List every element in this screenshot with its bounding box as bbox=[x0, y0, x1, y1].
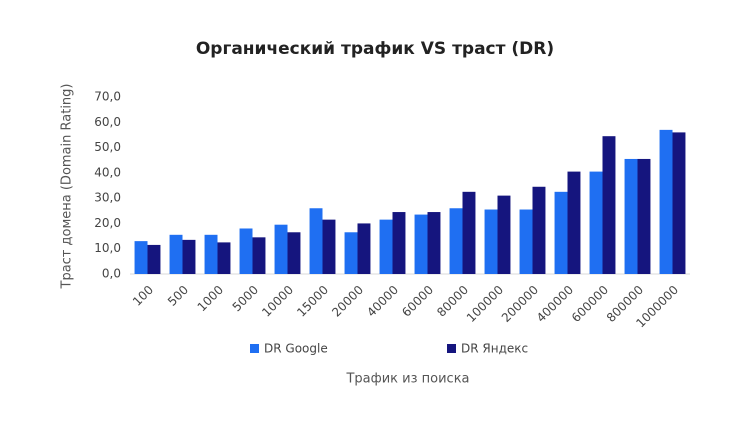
bar bbox=[497, 195, 511, 274]
bar bbox=[239, 228, 253, 274]
bar bbox=[252, 237, 266, 274]
bar bbox=[134, 241, 148, 274]
x-tick-label: 15000 bbox=[294, 283, 331, 320]
y-tick-label: 70,0 bbox=[94, 90, 121, 104]
bar bbox=[322, 219, 336, 274]
x-tick-label: 500 bbox=[165, 283, 191, 309]
bar bbox=[274, 224, 288, 274]
y-tick-label: 60,0 bbox=[94, 115, 121, 129]
x-tick-label: 5000 bbox=[230, 283, 261, 314]
bar bbox=[637, 158, 651, 274]
y-tick-label: 30,0 bbox=[94, 191, 121, 205]
legend-swatch bbox=[447, 344, 456, 353]
bar bbox=[204, 234, 218, 274]
legend-swatch bbox=[250, 344, 259, 353]
bar bbox=[217, 242, 231, 274]
x-tick-label: 60000 bbox=[399, 283, 436, 320]
x-tick-label: 200000 bbox=[499, 283, 541, 325]
bar bbox=[532, 186, 546, 274]
bar bbox=[449, 208, 463, 274]
bar bbox=[602, 136, 616, 274]
bar bbox=[392, 212, 406, 274]
y-tick-label: 50,0 bbox=[94, 140, 121, 154]
bar bbox=[672, 132, 686, 274]
y-tick-label: 20,0 bbox=[94, 216, 121, 230]
bar bbox=[357, 223, 371, 274]
bar bbox=[169, 234, 183, 274]
bar bbox=[287, 232, 301, 274]
bar bbox=[182, 239, 196, 274]
bar bbox=[427, 212, 441, 274]
bar bbox=[147, 244, 161, 274]
y-tick-label: 40,0 bbox=[94, 165, 121, 179]
bar bbox=[624, 158, 638, 274]
legend-label: DR Яндекс bbox=[461, 342, 528, 356]
x-tick-label: 100000 bbox=[464, 283, 506, 325]
y-axis-title: Траст домена (Domain Rating) bbox=[60, 84, 75, 290]
x-tick-label: 400000 bbox=[534, 283, 576, 325]
bar bbox=[379, 219, 393, 274]
legend-label: DR Google bbox=[264, 342, 328, 356]
x-tick-label: 10000 bbox=[259, 283, 296, 320]
x-axis-title: Трафик из поиска bbox=[345, 372, 469, 387]
bar bbox=[462, 191, 476, 274]
bar bbox=[659, 129, 673, 274]
y-tick-label: 0,0 bbox=[102, 267, 121, 281]
bar bbox=[589, 171, 603, 274]
x-tick-label: 40000 bbox=[364, 283, 401, 320]
bar bbox=[484, 209, 498, 274]
y-tick-label: 10,0 bbox=[94, 241, 121, 255]
x-tick-label: 600000 bbox=[569, 283, 611, 325]
x-tick-label: 20000 bbox=[329, 283, 366, 320]
x-tick-label: 100 bbox=[130, 283, 156, 309]
x-tick-label: 1000 bbox=[195, 283, 226, 314]
chart-title: Органический трафик VS траст (DR) bbox=[196, 39, 554, 59]
bar bbox=[519, 209, 533, 274]
bar bbox=[309, 208, 323, 274]
bar bbox=[567, 171, 581, 274]
bar bbox=[554, 191, 568, 274]
bar bbox=[414, 214, 428, 274]
bar bbox=[344, 232, 358, 274]
